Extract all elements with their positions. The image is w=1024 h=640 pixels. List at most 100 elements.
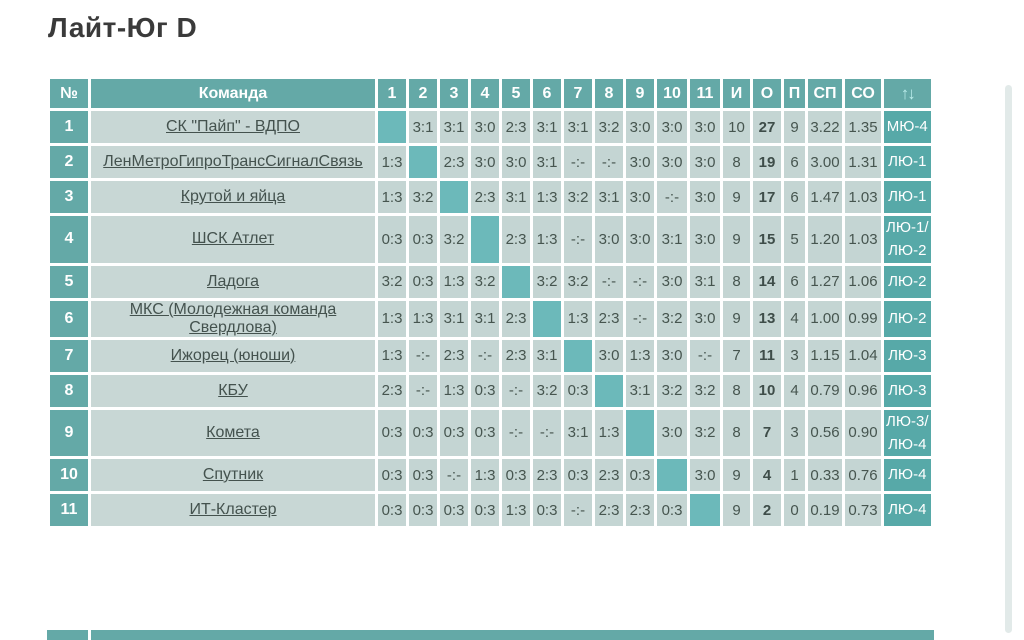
points-cell: 11 <box>753 339 781 372</box>
col-header-16: П <box>784 79 805 108</box>
team-link[interactable]: КБУ <box>218 381 248 399</box>
result-cell: 3:1 <box>690 265 720 298</box>
team-link[interactable]: МКС (Молодежная команда Свердлова) <box>129 300 337 336</box>
team-link[interactable]: СК "Пайп" - ВДПО <box>166 118 300 135</box>
result-cell: 3:0 <box>626 146 654 178</box>
result-cell: 0:3 <box>626 459 654 491</box>
set-ratio-cell: 1.00 <box>808 300 842 337</box>
points-cell: 10 <box>753 374 781 407</box>
result-cell: 3:0 <box>690 459 720 491</box>
result-cell: 0:3 <box>440 494 468 526</box>
row-number: 9 <box>50 409 88 456</box>
team-cell: Комета <box>91 409 375 456</box>
result-cell: 3:2 <box>690 409 720 456</box>
col-header-12: 10 <box>657 79 687 108</box>
result-cell: 2:3 <box>440 339 468 372</box>
team-link[interactable]: ЛенМетроГипроТрансСигналСвязь <box>103 153 363 170</box>
set-ratio-cell: 1.15 <box>808 339 842 372</box>
result-cell: 3:2 <box>409 181 437 213</box>
result-cell: 3:0 <box>657 339 687 372</box>
games-cell: 9 <box>723 300 750 337</box>
table-row: 6 МКС (Молодежная команда Свердлова) 1:3 1:… <box>50 300 931 337</box>
self-cell <box>564 339 592 372</box>
col-header-5: 3 <box>440 79 468 108</box>
wins-cell: 6 <box>784 146 805 178</box>
team-cell: ЛенМетроГипроТрансСигналСвязь <box>91 146 375 178</box>
scrollbar[interactable] <box>1005 85 1012 633</box>
result-cell: 2:3 <box>502 216 530 263</box>
table-row: 2 ЛенМетроГипроТрансСигналСвязь 1:3 2:3 3:0 3… <box>50 146 931 178</box>
team-cell: ШСК Атлет <box>91 216 375 263</box>
row-number: 2 <box>50 146 88 178</box>
team-link[interactable]: Ижорец (юноши) <box>170 346 296 364</box>
games-cell: 9 <box>723 494 750 526</box>
col-header-14: И <box>723 79 750 108</box>
wins-cell: 6 <box>784 265 805 298</box>
result-cell: -:- <box>564 494 592 526</box>
games-cell: 8 <box>723 265 750 298</box>
result-cell: 2:3 <box>502 111 530 143</box>
result-cell: 2:3 <box>440 146 468 178</box>
group-cell: ЛЮ-2 <box>884 265 931 298</box>
result-cell: 3:0 <box>657 111 687 143</box>
result-cell: 1:3 <box>471 459 499 491</box>
col-header-7: 5 <box>502 79 530 108</box>
result-cell: 3:1 <box>657 216 687 263</box>
result-cell: -:- <box>409 374 437 407</box>
wins-cell: 3 <box>784 409 805 456</box>
result-cell: 1:3 <box>626 339 654 372</box>
result-cell: 3:0 <box>471 146 499 178</box>
result-cell: 3:0 <box>626 216 654 263</box>
result-cell: 3:2 <box>564 265 592 298</box>
result-cell: 2:3 <box>595 300 623 337</box>
team-link[interactable]: Ладога <box>206 272 259 290</box>
result-cell: 3:0 <box>690 146 720 178</box>
table-row: 8 КБУ 2:3 -:- 1:3 0:3 -:- 3:2 0:3 3:1 3:2 3:2 8 10 4 0.… <box>50 374 931 407</box>
group-cell: ЛЮ-1 <box>884 146 931 178</box>
team-cell: МКС (Молодежная команда Свердлова) <box>91 300 375 337</box>
result-cell: -:- <box>595 265 623 298</box>
ball-ratio-cell: 1.03 <box>845 216 881 263</box>
team-link[interactable]: ИТ-Кластер <box>189 501 277 518</box>
wins-cell: 9 <box>784 111 805 143</box>
col-header-13: 11 <box>690 79 720 108</box>
result-cell: -:- <box>564 216 592 263</box>
result-cell: 2:3 <box>533 459 561 491</box>
col-header-17: СП <box>808 79 842 108</box>
result-cell: 3:0 <box>690 111 720 143</box>
table-row: 7 Ижорец (юноши) 1:3 -:- 2:3 -:- 2:3 3:1 3:0 1:3 3… <box>50 339 931 372</box>
result-cell: 3:2 <box>378 265 406 298</box>
sort-button[interactable]: ↑↓ <box>884 79 931 108</box>
result-cell: 0:3 <box>502 459 530 491</box>
col-header-3: 1 <box>378 79 406 108</box>
result-cell: 0:3 <box>378 459 406 491</box>
team-link[interactable]: Спутник <box>202 466 264 483</box>
points-cell: 17 <box>753 181 781 213</box>
result-cell: 1:3 <box>440 374 468 407</box>
col-header-1: № <box>50 79 88 108</box>
col-header-6: 4 <box>471 79 499 108</box>
self-cell <box>626 409 654 456</box>
team-link[interactable]: Крутой и яйца <box>180 188 286 205</box>
row-number: 8 <box>50 374 88 407</box>
result-cell: 3:1 <box>471 300 499 337</box>
team-link[interactable]: Комета <box>206 423 260 441</box>
result-cell: 3:1 <box>533 339 561 372</box>
table-row: 9 Комета 0:3 0:3 0:3 0:3 -:- -:- 3:1 1:3 3:0 3:2 8 7 3… <box>50 409 931 456</box>
result-cell: 0:3 <box>409 265 437 298</box>
games-cell: 10 <box>723 111 750 143</box>
points-cell: 27 <box>753 111 781 143</box>
set-ratio-cell: 1.47 <box>808 181 842 213</box>
ball-ratio-cell: 1.35 <box>845 111 881 143</box>
result-cell: 3:2 <box>533 374 561 407</box>
result-cell: 1:3 <box>564 300 592 337</box>
result-cell: 3:1 <box>626 374 654 407</box>
result-cell: -:- <box>626 300 654 337</box>
wins-cell: 4 <box>784 300 805 337</box>
set-ratio-cell: 1.27 <box>808 265 842 298</box>
team-link[interactable]: ШСК Атлет <box>191 230 275 248</box>
set-ratio-cell: 1.20 <box>808 216 842 263</box>
table-row: 3 Крутой и яйца 1:3 3:2 2:3 3:1 1:3 3:2 3:1 3:0 -:… <box>50 181 931 213</box>
result-cell: 0:3 <box>409 216 437 263</box>
result-cell: 1:3 <box>502 494 530 526</box>
